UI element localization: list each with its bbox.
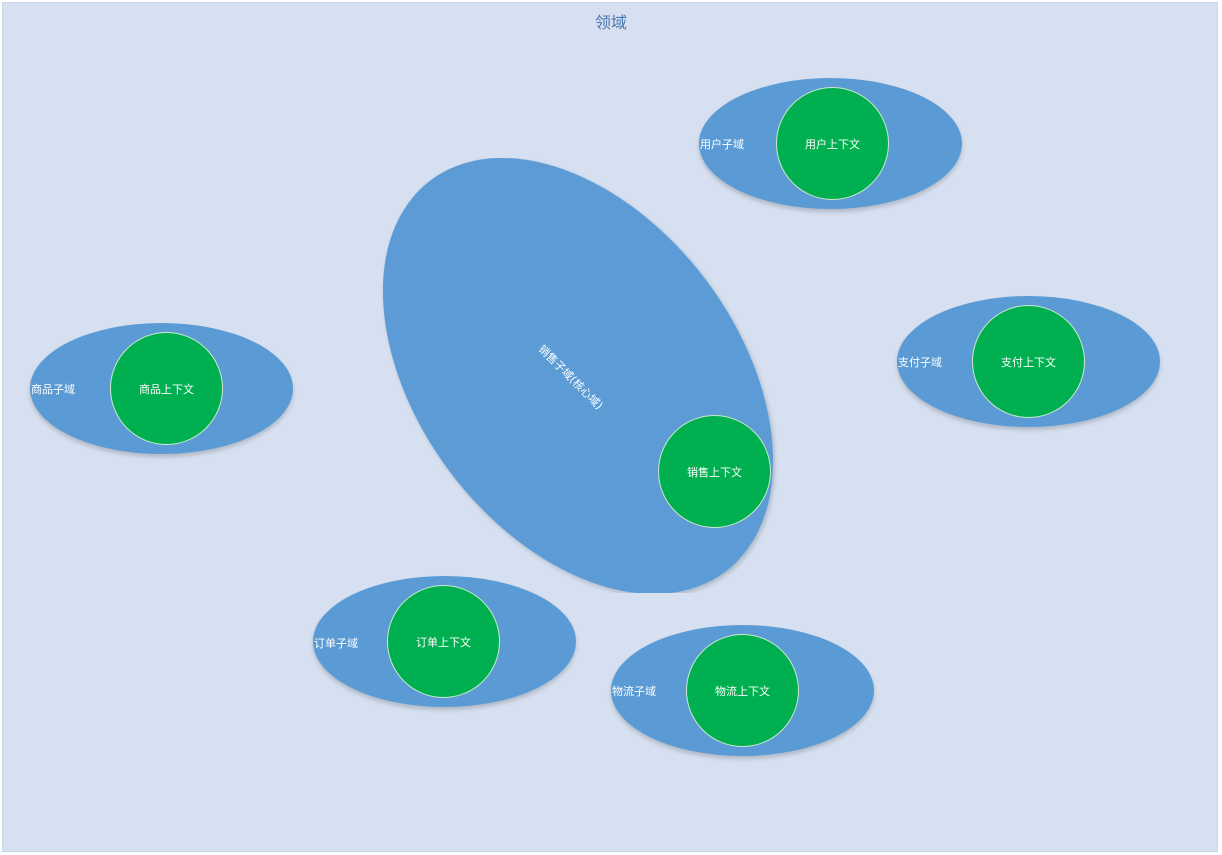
subdomain-user-label: 用户子域	[700, 138, 744, 151]
subdomain-payment-label: 支付子域	[898, 356, 942, 369]
context-logistics-circle[interactable]: 物流上下文	[686, 634, 799, 747]
subdomain-logistics-label: 物流子域	[612, 685, 656, 698]
core-context-circle[interactable]: 销售上下文	[658, 415, 771, 528]
context-user-circle[interactable]: 用户上下文	[776, 87, 889, 200]
subdomain-product-label: 商品子域	[31, 383, 75, 396]
subdomain-order-label: 订单子域	[314, 637, 358, 650]
context-product-circle[interactable]: 商品上下文	[110, 332, 223, 445]
diagram-title: 领域	[594, 13, 627, 32]
context-order-circle[interactable]: 订单上下文	[387, 585, 500, 698]
context-payment-circle[interactable]: 支付上下文	[972, 305, 1085, 418]
